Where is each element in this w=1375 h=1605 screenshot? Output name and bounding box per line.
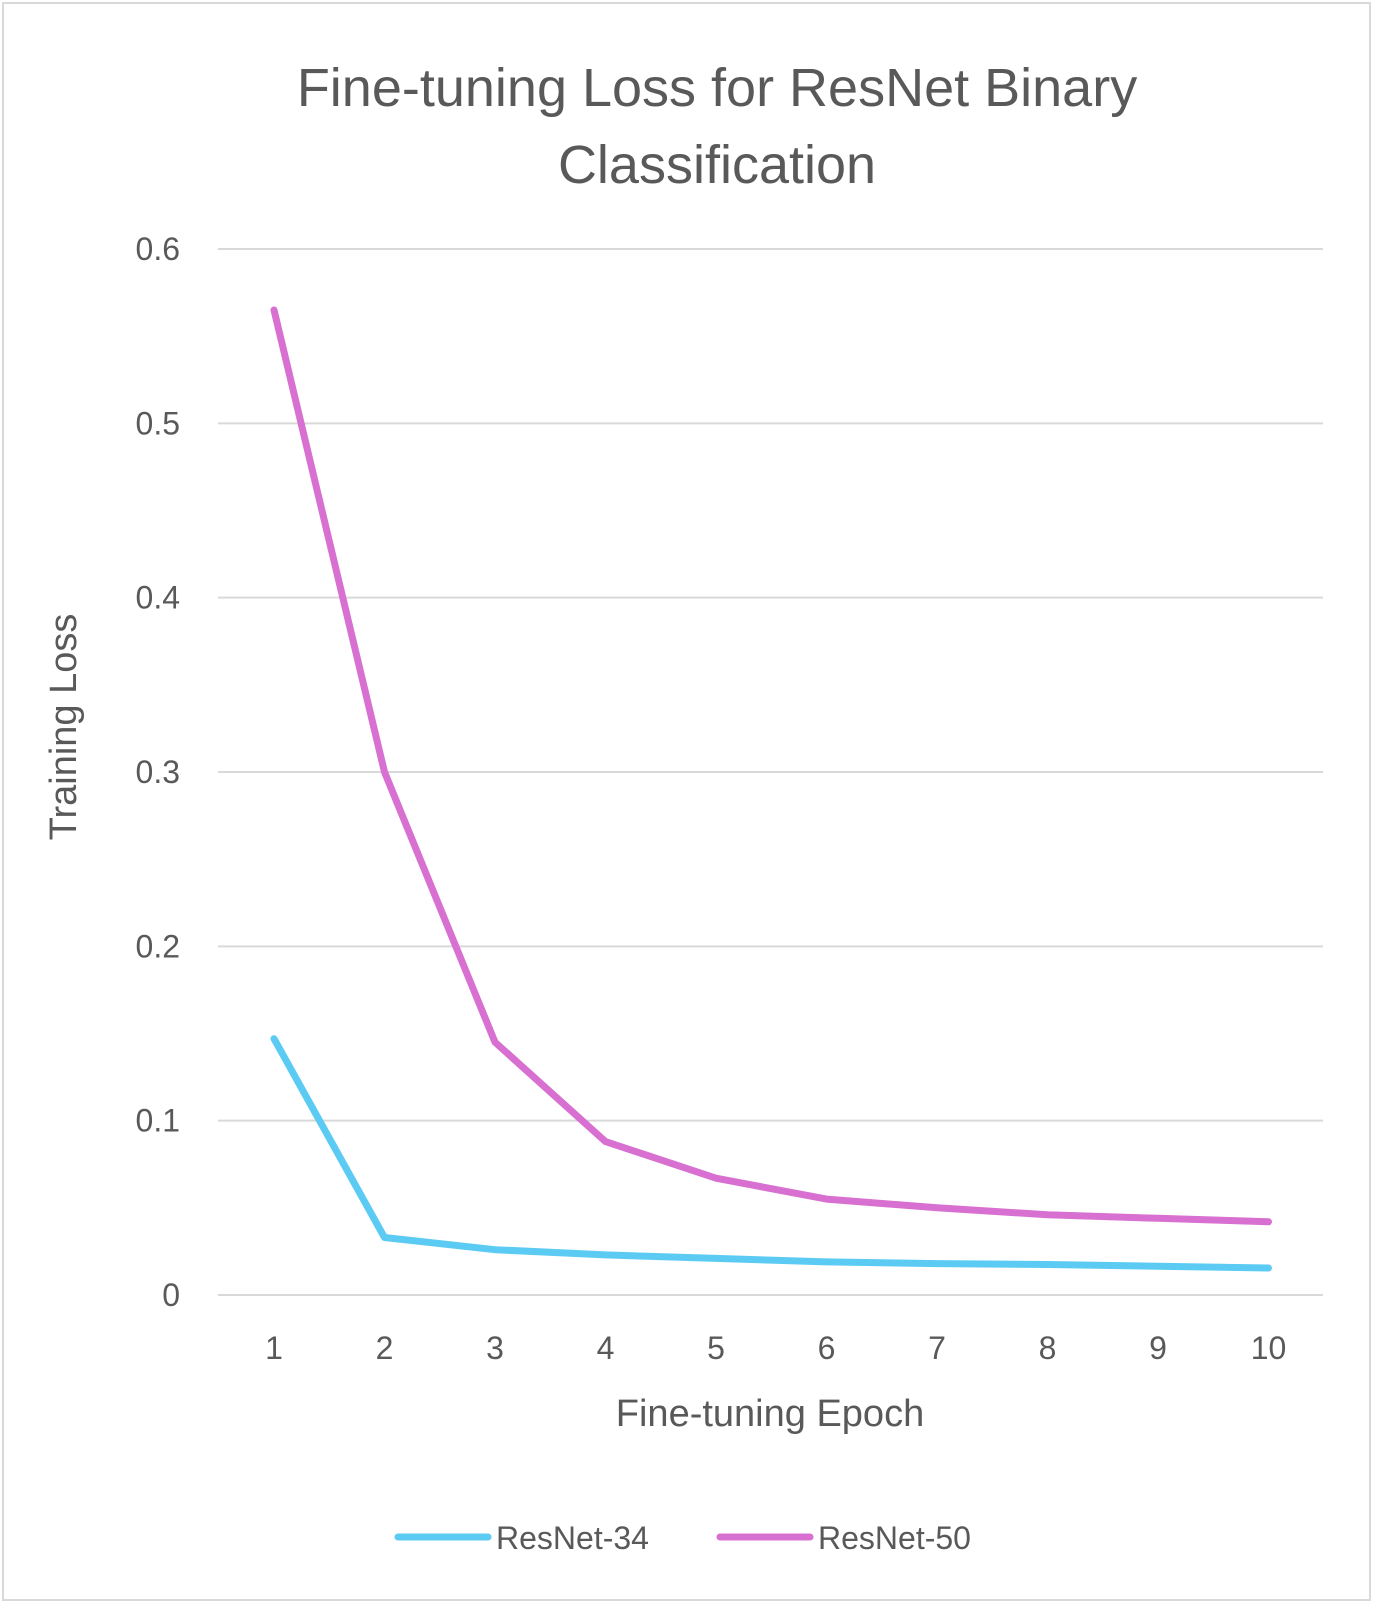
x-tick-label: 10 [1251,1330,1287,1366]
x-tick-label: 5 [707,1330,725,1366]
gridlines [218,248,1323,1296]
x-tick-label: 2 [376,1330,394,1366]
y-tick-label: 0.4 [136,580,180,616]
series-line-resnet-34 [270,1035,1272,1272]
x-tick-label: 8 [1039,1330,1057,1366]
legend: ResNet-34 ResNet-50 [394,1520,971,1556]
x-tick-label: 7 [928,1330,946,1366]
y-tick-label: 0.3 [136,754,180,790]
x-tick-label: 9 [1149,1330,1167,1366]
series-line-resnet-50 [270,306,1272,1226]
y-axis-tick-labels: 0 0.1 0.2 0.3 0.4 0.5 0.6 [136,231,180,1313]
chart-title: Fine-tuning Loss for ResNet Binary Class… [297,58,1137,195]
y-tick-label: 0.1 [136,1103,180,1139]
legend-label: ResNet-50 [818,1520,971,1556]
y-tick-label: 0.2 [136,928,180,964]
x-tick-label: 6 [818,1330,836,1366]
y-tick-label: 0 [162,1277,180,1313]
series-lines [270,306,1272,1272]
chart-title-line-1: Fine-tuning Loss for ResNet Binary [297,58,1137,118]
y-axis-title: Training Loss [43,614,85,841]
legend-label: ResNet-34 [496,1520,649,1556]
chart-title-line-2: Classification [558,135,876,195]
x-tick-label: 4 [597,1330,615,1366]
legend-item-resnet-34: ResNet-34 [394,1520,649,1556]
y-tick-label: 0.6 [136,231,180,267]
legend-item-resnet-50: ResNet-50 [716,1520,971,1556]
x-axis-tick-labels: 1 2 3 4 5 6 7 8 9 10 [265,1330,1286,1366]
y-tick-label: 0.5 [136,405,180,441]
x-axis-title: Fine-tuning Epoch [616,1393,924,1435]
x-tick-label: 1 [265,1330,283,1366]
x-tick-label: 3 [486,1330,504,1366]
